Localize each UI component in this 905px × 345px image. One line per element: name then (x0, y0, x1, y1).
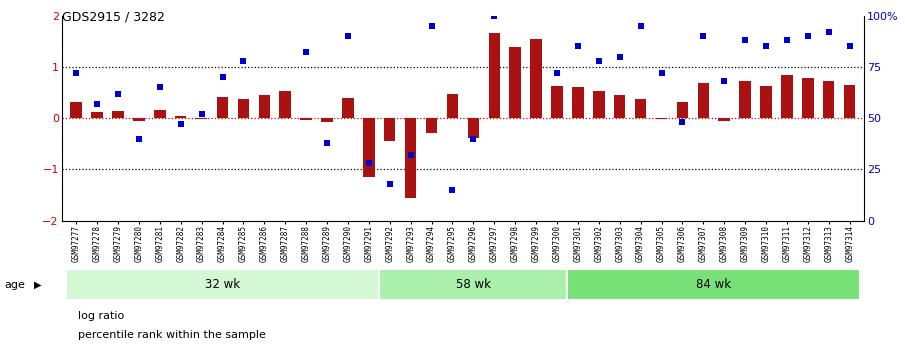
Point (654, 70, 669, 76)
Point (738, 37, 752, 43)
Point (592, 58, 606, 63)
Point (758, 43, 773, 49)
Bar (698, 83, 709, 118)
Text: GDS2915 / 3282: GDS2915 / 3282 (62, 10, 165, 23)
Bar (112, 111, 124, 118)
Point (822, 29, 836, 35)
Text: 84 wk: 84 wk (696, 278, 731, 291)
Bar (760, 86, 772, 118)
Point (571, 43, 586, 49)
Bar (217, 97, 228, 118)
Bar (614, 95, 625, 118)
Point (319, 140, 334, 146)
Bar (175, 116, 186, 118)
Text: percentile rank within the sample: percentile rank within the sample (78, 330, 266, 339)
Point (195, 111, 209, 117)
Bar (321, 118, 333, 122)
Point (780, 37, 795, 43)
Point (90, 101, 104, 107)
Text: log ratio: log ratio (78, 311, 124, 321)
Point (487, 13, 501, 18)
Bar (551, 86, 563, 118)
Point (174, 121, 188, 127)
Point (340, 33, 355, 39)
Bar (510, 47, 521, 118)
Point (153, 85, 167, 90)
Bar (572, 87, 584, 118)
Bar (71, 102, 82, 118)
Point (131, 136, 146, 141)
Bar (843, 85, 855, 118)
Point (445, 187, 460, 193)
Bar (802, 78, 814, 118)
Bar (468, 118, 479, 138)
Bar (195, 118, 207, 119)
Point (529, 0, 543, 4)
Point (843, 43, 857, 49)
Bar (425, 118, 437, 132)
Point (69, 70, 83, 76)
Bar (739, 81, 751, 118)
Bar (238, 99, 249, 118)
Bar (363, 118, 375, 177)
Bar (489, 33, 500, 118)
Bar (342, 98, 354, 118)
Point (717, 78, 731, 84)
Point (215, 75, 230, 80)
Bar (280, 91, 291, 118)
Bar (634, 99, 646, 118)
Point (549, 70, 564, 76)
Point (424, 23, 439, 29)
Text: age: age (5, 280, 25, 289)
Point (362, 160, 376, 166)
Point (299, 50, 313, 55)
Point (801, 33, 815, 39)
Point (675, 119, 690, 125)
Bar (66, 269, 379, 300)
Bar (447, 93, 458, 118)
Text: ▶: ▶ (34, 280, 42, 289)
Point (466, 136, 481, 141)
Point (696, 33, 710, 39)
Text: 58 wk: 58 wk (456, 278, 491, 291)
Bar (530, 39, 542, 118)
Bar (405, 118, 416, 198)
Bar (154, 110, 166, 118)
Bar (719, 118, 730, 121)
Bar (567, 269, 860, 300)
Point (383, 181, 397, 187)
Bar (781, 75, 793, 118)
Point (634, 23, 648, 29)
Bar (133, 118, 145, 121)
Bar (259, 95, 270, 118)
Bar (379, 269, 567, 300)
Text: 32 wk: 32 wk (205, 278, 240, 291)
Bar (677, 102, 688, 118)
Bar (823, 81, 834, 118)
Point (110, 91, 125, 96)
Bar (384, 118, 395, 141)
Point (404, 152, 418, 158)
Bar (300, 118, 312, 120)
Point (613, 54, 627, 59)
Point (236, 58, 251, 63)
Bar (593, 91, 605, 118)
Bar (656, 118, 667, 119)
Bar (91, 112, 103, 118)
